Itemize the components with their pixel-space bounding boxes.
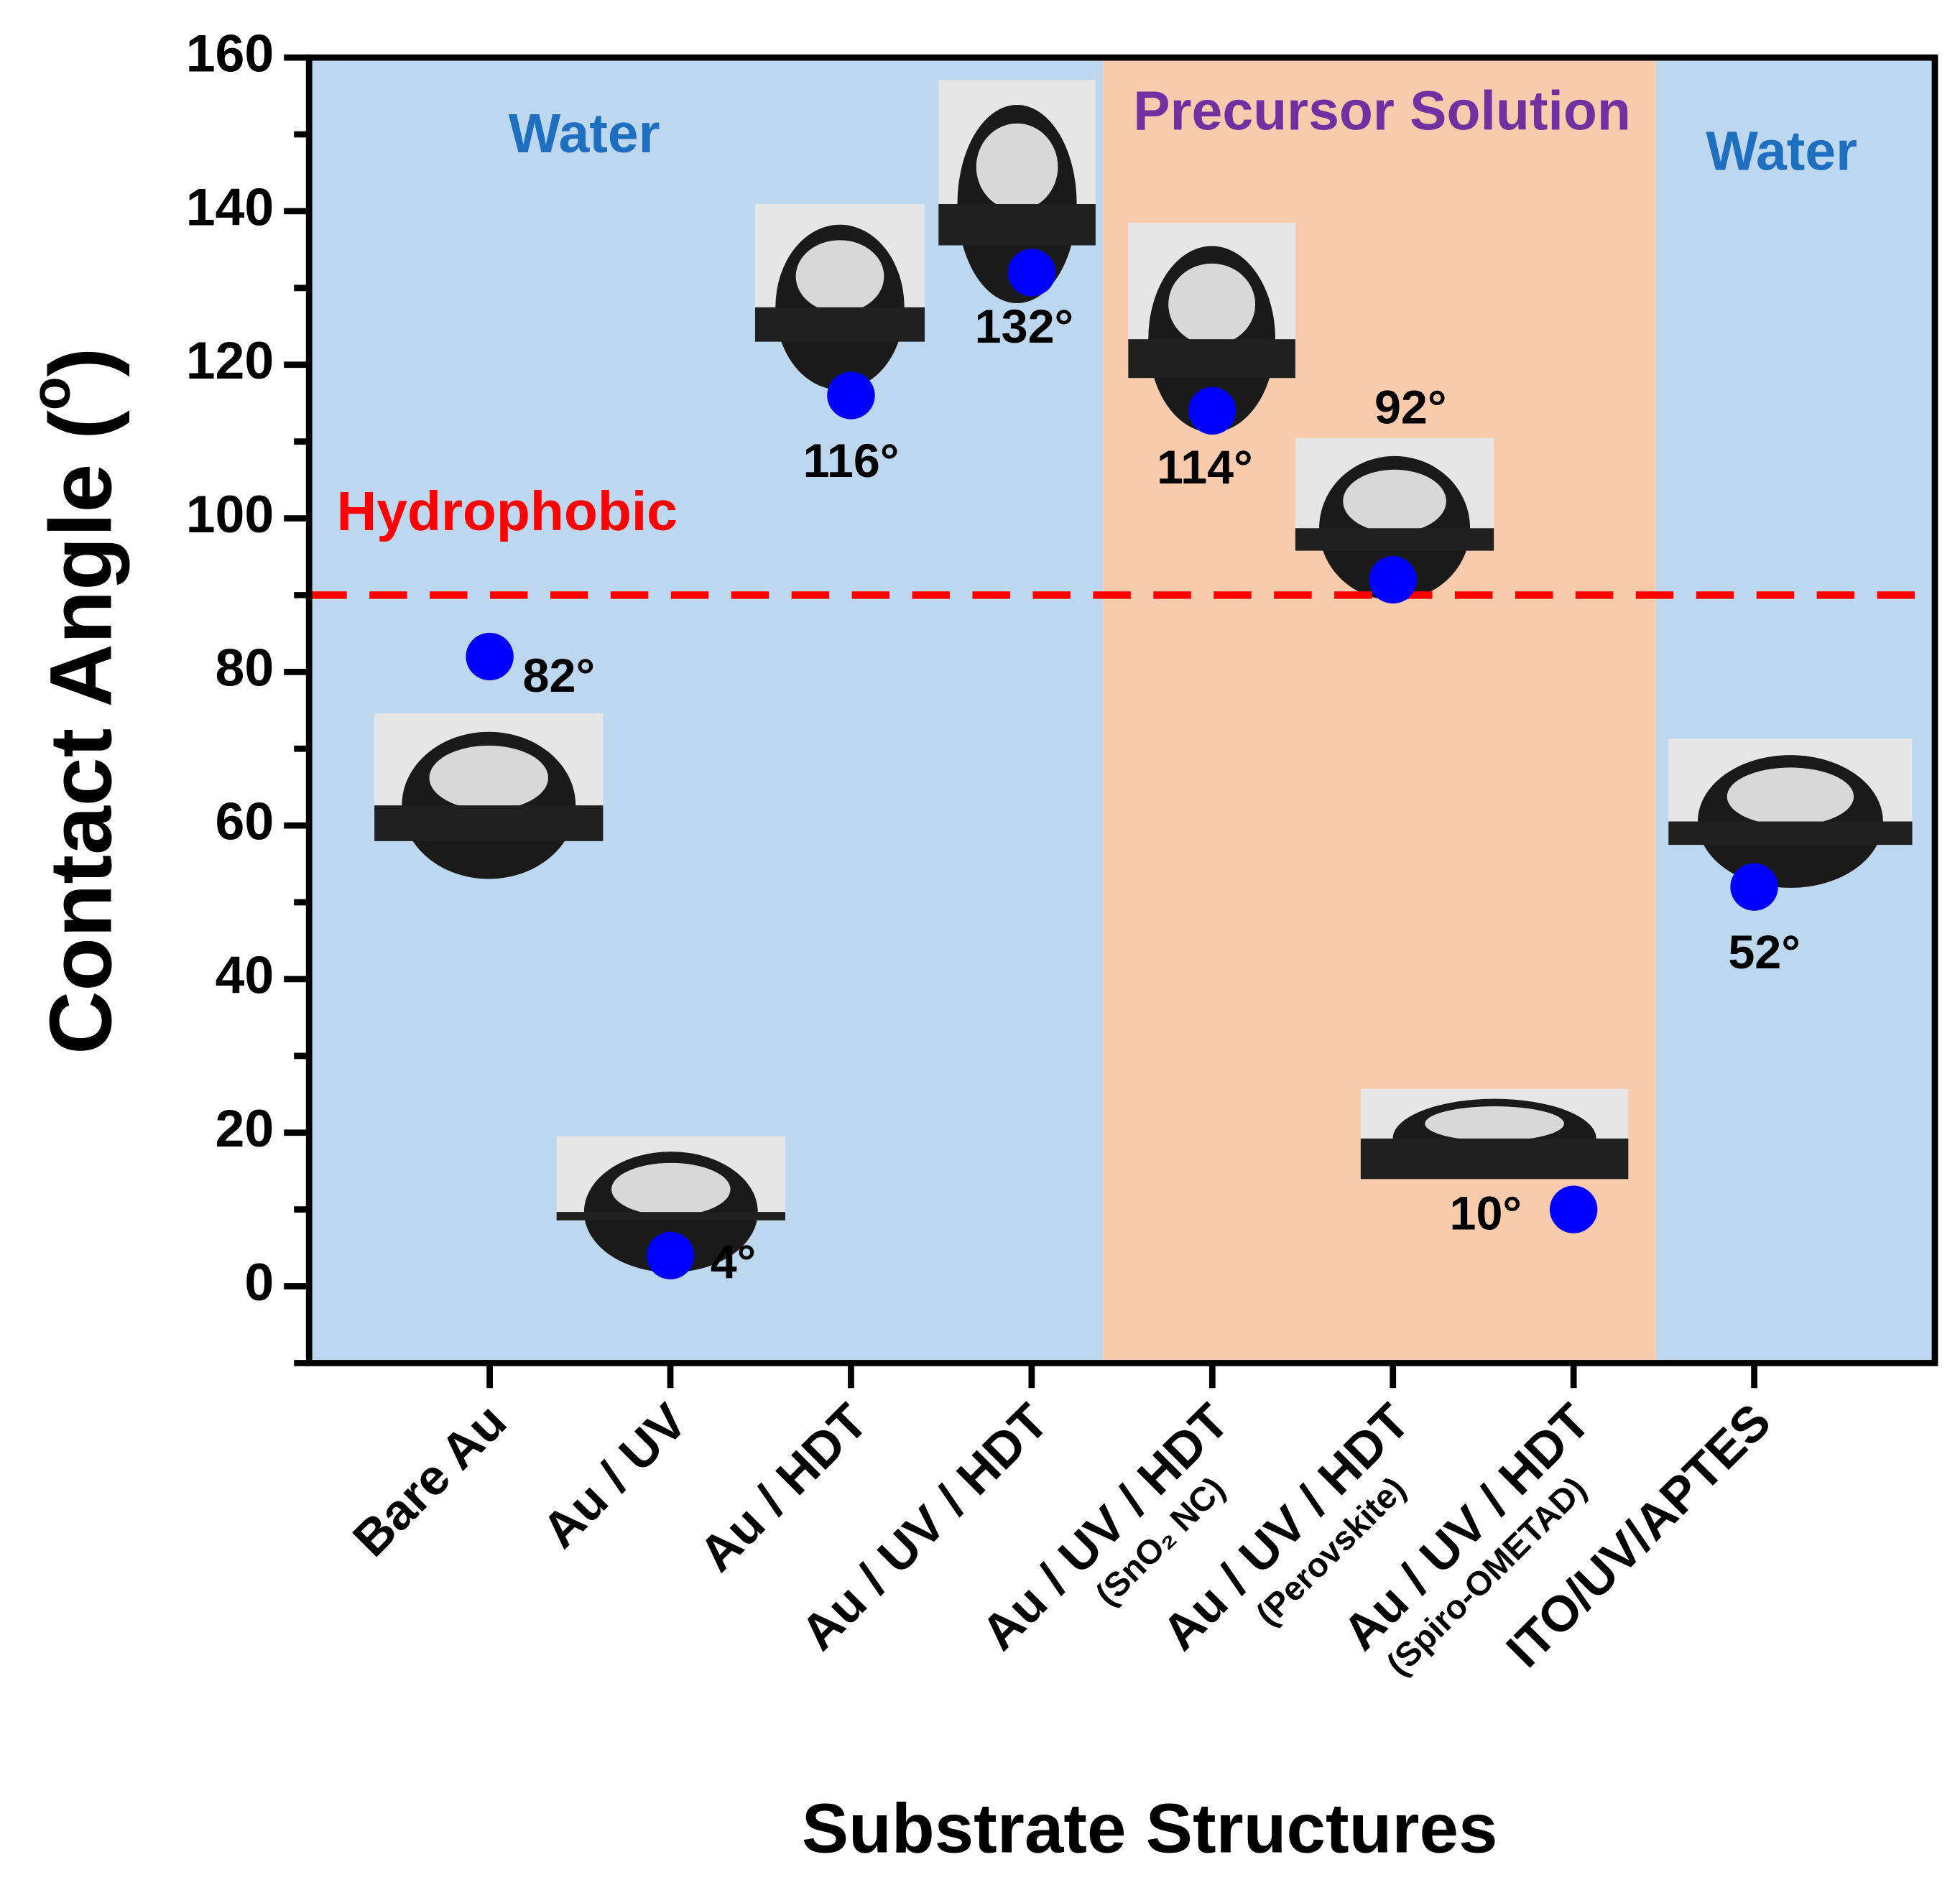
x-tick-label-group: Au / UV (532, 1393, 698, 1559)
droplet-photo (1128, 223, 1295, 432)
photo-substrate (1128, 339, 1295, 379)
plot-frame (305, 54, 1938, 1366)
x-tick-label: Bare Au (342, 1393, 517, 1567)
data-point (1549, 1185, 1598, 1233)
droplet-photo (556, 1136, 785, 1273)
y-axis-title: Contact Angle (o) (20, 348, 130, 1055)
x-axis-title: Substrate Structures (802, 1789, 1498, 1868)
value-label: 132° (975, 300, 1073, 353)
value-label: 52° (1728, 926, 1800, 979)
x-tick-label-group: Bare Au (342, 1393, 517, 1567)
region-label: Precursor Solution (1133, 80, 1631, 142)
x-tick-label: Au / UV (532, 1393, 698, 1559)
value-label: 10° (1450, 1187, 1522, 1241)
droplet-highlight (1343, 469, 1446, 533)
threshold-label: Hydrophobic (337, 481, 678, 542)
value-label: 82° (523, 649, 595, 703)
y-axis-title-part: ) (32, 348, 130, 377)
droplet-highlight (611, 1162, 731, 1216)
y-tick-label: 0 (244, 1253, 274, 1312)
droplet-highlight (1425, 1106, 1564, 1141)
value-label: 114° (1157, 441, 1253, 494)
x-tick-label: Au / HDT (688, 1393, 878, 1582)
data-point (1007, 249, 1056, 297)
photo-substrate (374, 805, 604, 841)
droplet-highlight (795, 240, 884, 312)
region-label: Water (509, 103, 660, 165)
y-tick-label: 60 (216, 792, 274, 851)
data-point (1188, 386, 1236, 435)
photo-substrate (938, 204, 1096, 246)
data-point (466, 632, 514, 681)
droplet-highlight (976, 123, 1058, 210)
value-label: 116° (803, 435, 900, 488)
data-point (1369, 555, 1417, 604)
droplet-photo (374, 713, 604, 879)
y-tick-label: 100 (186, 485, 274, 544)
data-point (827, 371, 875, 420)
photo-substrate (1295, 528, 1494, 551)
region-label: Water (1706, 120, 1857, 182)
data-point (646, 1231, 695, 1279)
droplet-highlight (429, 745, 549, 810)
droplet-photo (754, 204, 925, 390)
x-tick-label-group: Au / HDT (688, 1393, 878, 1582)
y-tick-label: 160 (186, 24, 274, 83)
y-axis-title-part: Contact Angle ( (32, 410, 130, 1055)
value-label: 4° (711, 1236, 757, 1289)
y-tick-label: 80 (216, 639, 274, 698)
y-tick-label: 20 (216, 1099, 274, 1158)
droplet-highlight (1726, 767, 1854, 826)
y-tick-label: 120 (186, 331, 274, 390)
droplet-photo (1668, 738, 1913, 888)
data-point (1730, 863, 1778, 911)
photo-substrate (754, 307, 925, 342)
y-tick-label: 140 (186, 177, 274, 236)
droplet-photo (938, 80, 1096, 304)
photo-substrate (556, 1212, 785, 1221)
photo-substrate (1360, 1138, 1629, 1180)
photo-substrate (1668, 821, 1913, 846)
droplet-photo (1360, 1088, 1629, 1180)
y-tick-label: 40 (216, 945, 274, 1004)
droplet-photo (1295, 437, 1494, 601)
value-label: 92° (1374, 381, 1446, 434)
y-axis-title-superscript: o (20, 376, 82, 410)
region-background (1655, 57, 1936, 1363)
droplet-highlight (1168, 263, 1256, 346)
